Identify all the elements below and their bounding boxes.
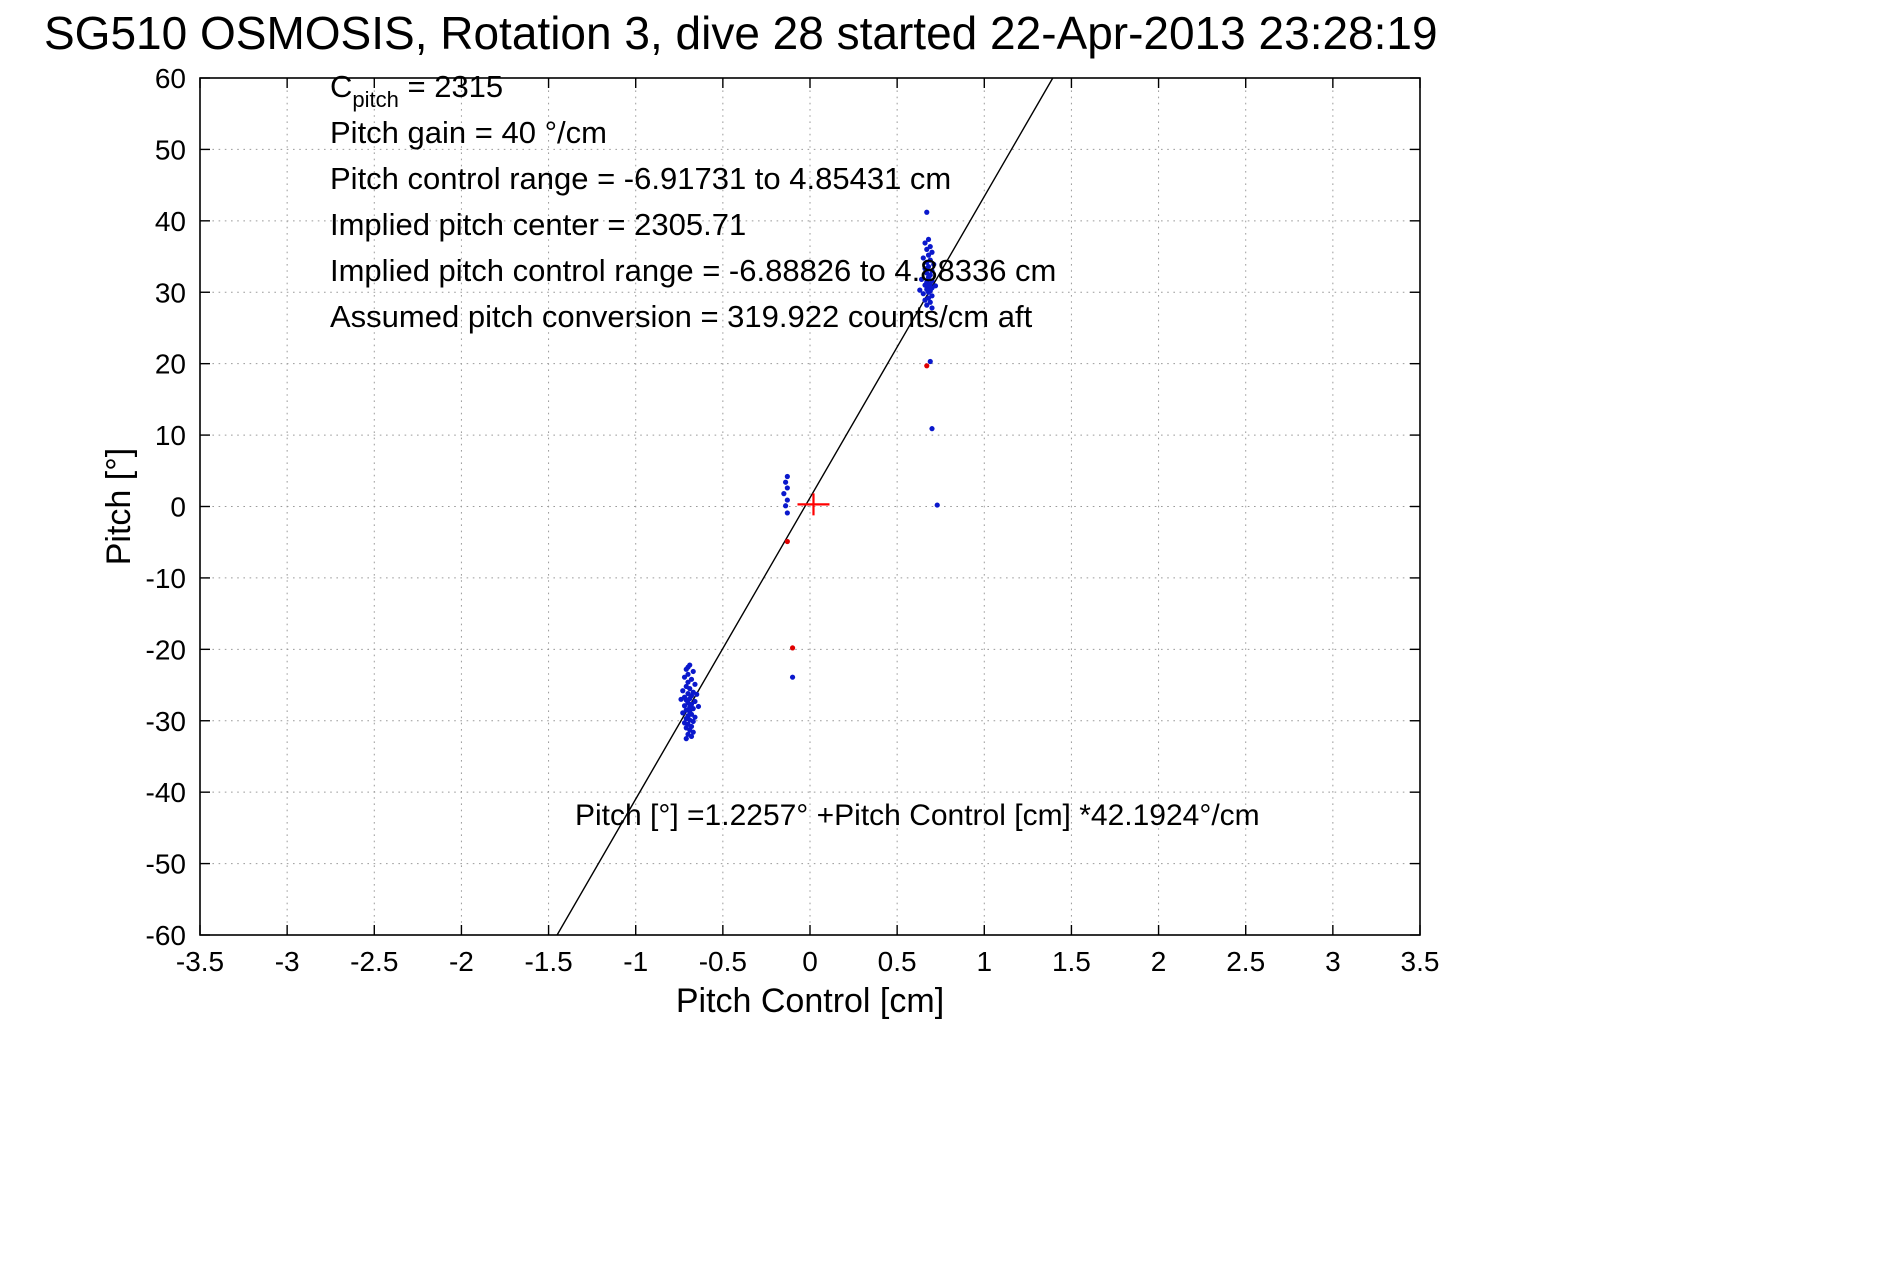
data-point bbox=[688, 733, 695, 740]
data-point bbox=[687, 686, 693, 692]
y-tick-label: 20 bbox=[155, 349, 186, 380]
data-point bbox=[690, 706, 696, 712]
data-point bbox=[681, 703, 688, 709]
data-point bbox=[783, 503, 789, 509]
data-point bbox=[781, 491, 787, 497]
x-tick-label: -2 bbox=[449, 946, 474, 977]
data-point bbox=[683, 736, 689, 742]
data-point bbox=[929, 249, 935, 255]
data-point bbox=[784, 497, 790, 503]
data-point bbox=[929, 268, 935, 274]
data-point bbox=[925, 289, 932, 295]
fit-line bbox=[556, 77, 1054, 936]
data-point bbox=[922, 266, 928, 272]
data-point bbox=[783, 479, 789, 485]
x-tick-label: 2.5 bbox=[1226, 946, 1265, 977]
plot-box bbox=[199, 77, 1421, 936]
plot-title: SG510 OSMOSIS, Rotation 3, dive 28 start… bbox=[44, 7, 1438, 59]
data-point bbox=[920, 255, 926, 261]
x-tick-label: 0 bbox=[802, 946, 818, 977]
annotation-line: Implied pitch control range = -6.88826 t… bbox=[330, 253, 1056, 288]
y-axis-label: Pitch [°] bbox=[100, 448, 138, 566]
x-tick-label: 3.5 bbox=[1401, 946, 1440, 977]
data-point bbox=[784, 485, 790, 491]
data-point bbox=[922, 240, 928, 246]
data-point bbox=[690, 668, 696, 675]
data-point bbox=[927, 299, 933, 305]
data-point bbox=[695, 703, 702, 710]
data-point bbox=[934, 502, 940, 508]
annotation-line: Pitch control range = -6.91731 to 4.8543… bbox=[330, 161, 951, 196]
data-point bbox=[681, 674, 688, 680]
data-point bbox=[789, 645, 796, 651]
x-tick-label: -2.5 bbox=[350, 946, 398, 977]
data-point bbox=[924, 209, 930, 215]
y-tick-label: -30 bbox=[146, 706, 186, 737]
data-point bbox=[690, 718, 696, 725]
x-tick-label: 1 bbox=[976, 946, 992, 977]
data-point bbox=[924, 363, 930, 369]
data-point bbox=[931, 261, 937, 267]
data-point bbox=[929, 305, 935, 311]
data-point bbox=[784, 510, 790, 516]
data-point bbox=[680, 710, 686, 716]
x-tick-label: 1.5 bbox=[1052, 946, 1091, 977]
x-tick-label: -3.5 bbox=[176, 946, 224, 977]
fit-equation-label: Pitch [°] =1.2257° +Pitch Control [cm] *… bbox=[575, 799, 1260, 832]
data-point bbox=[789, 674, 796, 680]
data-point bbox=[678, 696, 684, 702]
data-point bbox=[685, 671, 691, 677]
x-tick-label: -3 bbox=[275, 946, 300, 977]
y-tick-label: -50 bbox=[146, 849, 186, 880]
y-tick-label: 50 bbox=[155, 134, 186, 165]
annotation-line: Pitch gain = 40 °/cm bbox=[330, 115, 607, 150]
data-point bbox=[927, 243, 933, 250]
x-tick-label: -1.5 bbox=[524, 946, 572, 977]
data-point bbox=[925, 252, 932, 258]
y-tick-label: 40 bbox=[155, 206, 186, 237]
annotation-line: Cpitch = 2315 bbox=[330, 69, 503, 112]
data-point bbox=[920, 291, 926, 297]
data-point bbox=[924, 246, 930, 252]
y-tick-label: -20 bbox=[146, 634, 186, 665]
data-point bbox=[924, 302, 930, 308]
data-point bbox=[784, 473, 790, 480]
data-point bbox=[917, 287, 923, 293]
data-point bbox=[694, 691, 700, 697]
y-tick-label: -10 bbox=[146, 563, 186, 594]
x-tick-label: 3 bbox=[1325, 946, 1341, 977]
data-point bbox=[690, 729, 696, 735]
x-tick-label: 2 bbox=[1151, 946, 1167, 977]
y-tick-label: 60 bbox=[155, 63, 186, 94]
x-tick-label: -0.5 bbox=[699, 946, 747, 977]
x-axis-label: Pitch Control [cm] bbox=[676, 982, 944, 1020]
data-point bbox=[925, 274, 932, 280]
data-point bbox=[918, 276, 925, 282]
y-tick-label: -40 bbox=[146, 777, 186, 808]
y-tick-label: 30 bbox=[155, 277, 186, 308]
data-point bbox=[924, 259, 930, 265]
y-tick-label: 0 bbox=[170, 492, 186, 523]
data-point bbox=[922, 297, 928, 303]
annotation-line: Assumed pitch conversion = 319.922 count… bbox=[330, 299, 1033, 334]
y-tick-label: 10 bbox=[155, 420, 186, 451]
data-point bbox=[925, 236, 932, 243]
annotation-line: Implied pitch center = 2305.71 bbox=[330, 207, 746, 242]
data-point bbox=[932, 283, 939, 289]
data-point bbox=[680, 688, 686, 694]
data-point bbox=[784, 538, 790, 545]
data-point bbox=[927, 358, 933, 365]
data-point bbox=[692, 698, 698, 705]
data-point bbox=[692, 681, 698, 687]
data-point bbox=[685, 679, 691, 685]
data-point bbox=[692, 714, 698, 720]
data-point bbox=[688, 676, 695, 682]
data-point bbox=[929, 426, 935, 432]
y-tick-label: -60 bbox=[146, 920, 186, 951]
x-tick-label: -1 bbox=[623, 946, 648, 977]
data-point bbox=[685, 664, 691, 670]
x-tick-label: 0.5 bbox=[878, 946, 917, 977]
